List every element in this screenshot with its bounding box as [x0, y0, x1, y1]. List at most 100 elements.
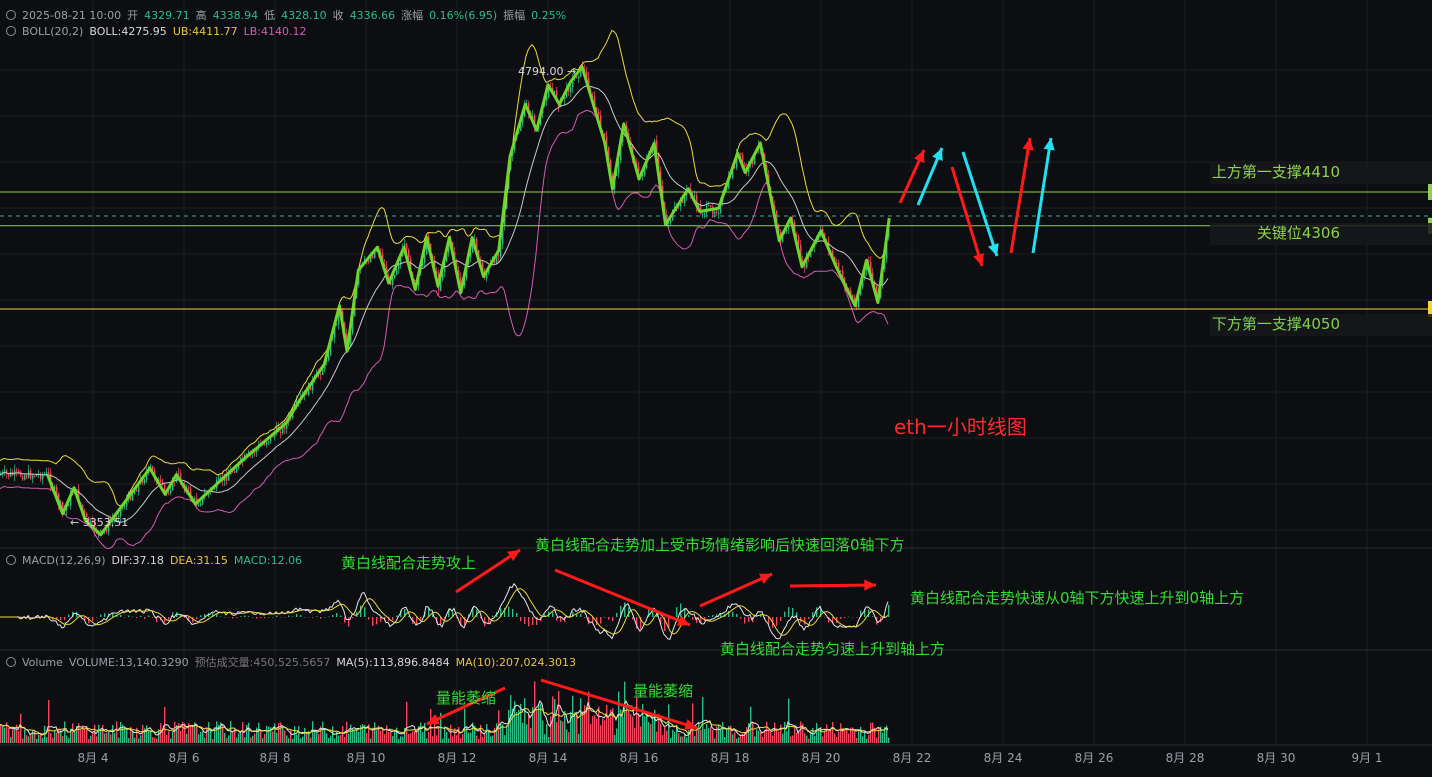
volume-bar: [28, 736, 30, 743]
macd-bar: [188, 617, 190, 621]
volume-bar: [718, 724, 720, 743]
volume-bar: [612, 707, 614, 743]
volume-bar: [272, 731, 274, 743]
volume-bar: [350, 724, 352, 743]
macd-bar: [352, 617, 354, 619]
volume-bar: [38, 734, 40, 743]
volume-header: Volume VOLUME:13,140.3290 预估成交量:450,525.56…: [6, 654, 582, 670]
candle-body: [684, 195, 686, 203]
volume-bar: [590, 724, 592, 743]
chevron-down-icon[interactable]: [6, 10, 16, 20]
candle-body: [56, 486, 58, 494]
macd-bar: [192, 617, 194, 623]
volume-bar: [854, 729, 856, 743]
volume-bar: [334, 738, 336, 743]
volume-bar: [166, 735, 168, 743]
volume-bar: [666, 730, 668, 743]
volume-bar: [608, 717, 610, 743]
candle-body: [248, 451, 250, 454]
volume-bar: [42, 737, 44, 743]
candle-body: [18, 470, 20, 472]
macd-bar: [204, 614, 206, 617]
candle-body: [670, 220, 672, 223]
volume-bar: [294, 726, 296, 743]
volume-bar: [838, 731, 840, 743]
macd-bar: [348, 617, 350, 627]
volume-bar: [770, 730, 772, 743]
macd-bar: [720, 613, 722, 617]
volume-bars: [0, 681, 890, 743]
macd-bar: [332, 615, 334, 617]
candle-body: [124, 505, 126, 507]
candle-body: [284, 423, 286, 429]
level-label: 关键位4306: [1257, 224, 1340, 242]
candle-body: [800, 244, 802, 262]
volume-bar: [720, 728, 722, 743]
macd-bar: [232, 617, 234, 619]
volume-bar: [534, 681, 536, 743]
volume-bar: [296, 734, 298, 743]
x-tick-label: 8月 10: [347, 751, 386, 765]
volume-bar: [152, 737, 154, 743]
macd-bar: [516, 612, 518, 617]
volume-bar: [480, 724, 482, 743]
volume-bar: [170, 738, 172, 743]
candle-body: [134, 489, 136, 495]
macd-bar: [808, 617, 810, 620]
candle-body: [374, 251, 376, 258]
macd-bar: [632, 617, 634, 620]
volume-bar: [646, 712, 648, 743]
macd-bar: [624, 602, 626, 617]
volume-bar: [714, 738, 716, 743]
candle-body: [120, 508, 122, 517]
volume-bar: [724, 737, 726, 743]
chevron-down-icon[interactable]: [6, 555, 16, 565]
volume-bar: [750, 706, 752, 743]
macd-bar: [608, 617, 610, 620]
up-arrow-red: [1009, 137, 1032, 254]
macd-bar: [284, 617, 286, 618]
candle-body: [132, 494, 134, 501]
macd-bar: [144, 617, 146, 619]
volume-bar: [866, 738, 868, 743]
volume-bar: [748, 723, 750, 743]
macd-bar: [328, 616, 330, 618]
volume-bar: [128, 738, 130, 743]
volume-bar: [806, 735, 808, 743]
candle-body: [786, 229, 788, 232]
macd-bar: [304, 616, 306, 618]
candle-body: [370, 256, 372, 262]
macd-bar: [888, 604, 890, 617]
macd-bar: [432, 614, 434, 617]
x-tick-label: 8月 30: [1257, 751, 1296, 765]
volume-bar: [528, 714, 530, 743]
chevron-down-icon[interactable]: [6, 657, 16, 667]
candle-body: [442, 271, 444, 280]
macd-bar: [292, 616, 294, 617]
volume-bar: [268, 726, 270, 743]
volume-bar: [454, 728, 456, 743]
volume-bar: [32, 729, 34, 743]
macd-bar: [512, 609, 514, 617]
volume-bar: [868, 734, 870, 743]
candle-body: [546, 97, 548, 101]
candle-body: [586, 71, 588, 78]
candle-body: [334, 324, 336, 338]
volume-bar: [92, 732, 94, 743]
level-marker: [1428, 301, 1432, 317]
chevron-down-icon[interactable]: [6, 26, 16, 36]
volume-bar: [530, 728, 532, 743]
candle-body: [708, 205, 710, 207]
volume-bar: [568, 732, 570, 743]
annot-arrow-head: [507, 550, 520, 562]
candle-body: [710, 205, 712, 207]
x-tick-label: 8月 26: [1075, 751, 1114, 765]
candle-body: [180, 473, 182, 484]
macd-bar: [32, 617, 34, 618]
volume-bar: [198, 734, 200, 743]
volume-estimate: 预估成交量:450,525.5657: [194, 656, 331, 669]
volume-bar: [144, 728, 146, 743]
macd-bar: [712, 614, 714, 617]
candle-body: [858, 295, 860, 308]
